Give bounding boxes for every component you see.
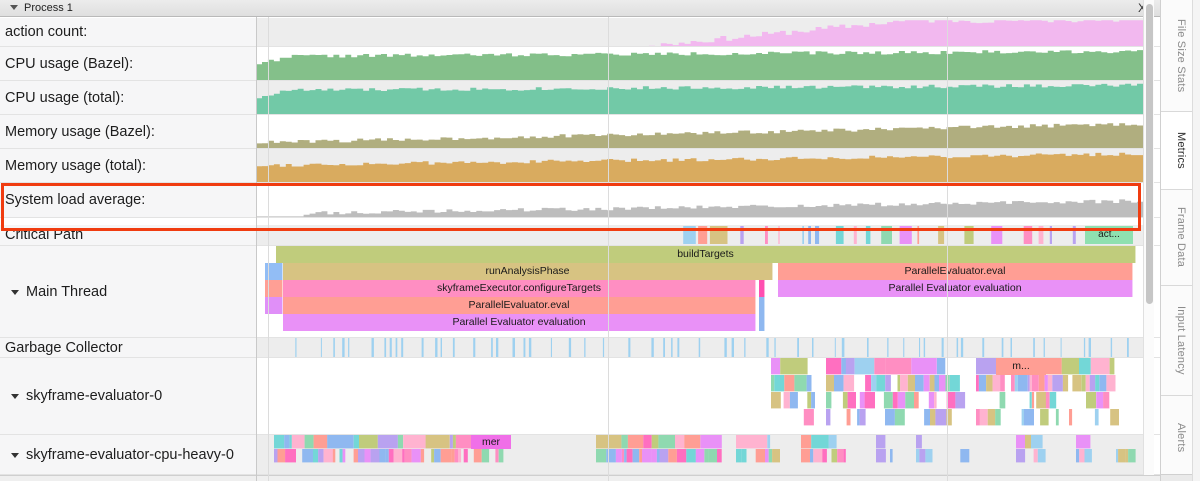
track-row-skyframe-evaluator-cpu-heavy-0[interactable]: skyframe-evaluator-cpu-heavy-0 mer — [0, 435, 1160, 475]
flame-block[interactable]: ParallelEvaluator.eval — [283, 297, 756, 314]
track-label-text: Critical Path — [5, 227, 84, 243]
track-row-mem-total[interactable]: Memory usage (total): — [0, 149, 1160, 183]
track-row-cpu-bazel[interactable]: CPU usage (Bazel): — [0, 47, 1160, 81]
track-label-text: skyframe-evaluator-cpu-heavy-0 — [26, 446, 234, 463]
track-label-text: Memory usage (total): — [5, 157, 147, 174]
flame-block[interactable] — [265, 263, 283, 280]
flame-block[interactable]: ParallelEvaluator.eval — [778, 263, 1133, 280]
track-canvas-system-load[interactable] — [256, 183, 1160, 218]
track-row-critical-path[interactable]: Critical Path act... — [0, 225, 1160, 246]
track-label-mem-total[interactable]: Memory usage (total): — [0, 149, 256, 183]
rail-tab-label: File Size Stats — [1175, 18, 1187, 93]
flame-block[interactable] — [759, 314, 765, 331]
track-canvas-cpu-total[interactable] — [256, 81, 1160, 115]
flame-block[interactable] — [265, 280, 283, 297]
track-label-critical-path[interactable]: Critical Path — [0, 225, 256, 246]
close-icon[interactable]: X — [1137, 1, 1146, 15]
track-row-cpu-total[interactable]: CPU usage (total): — [0, 81, 1160, 115]
track-row-main-thread[interactable]: Main Thread buildTargets runAnalysisPhase P… — [0, 246, 1160, 338]
rail-tab-label: Input Latency — [1175, 306, 1187, 375]
track-label-main-thread[interactable]: Main Thread — [0, 246, 256, 338]
flame-block[interactable] — [265, 297, 283, 314]
caret-down-icon[interactable] — [11, 394, 19, 399]
process-header[interactable]: Process 1 X — [0, 0, 1160, 17]
flame-block-label[interactable]: mer — [471, 435, 511, 449]
track-label-skyframe-evaluator-cpu-heavy-0[interactable]: skyframe-evaluator-cpu-heavy-0 — [0, 435, 256, 475]
track-row-garbage-collector[interactable]: Garbage Collector — [0, 338, 1160, 358]
track-label-text: Garbage Collector — [5, 339, 123, 356]
flame-block[interactable] — [759, 280, 765, 297]
timeline-bottom-bar — [0, 475, 1160, 481]
track-label-text: Main Thread — [26, 283, 108, 300]
rail-tab-label: Metrics — [1175, 132, 1187, 169]
flame-block[interactable]: Parallel Evaluator evaluation — [283, 314, 756, 331]
caret-down-icon[interactable] — [10, 5, 18, 10]
flame-block[interactable]: Parallel Evaluator evaluation — [778, 280, 1133, 297]
track-label-mem-bazel[interactable]: Memory usage (Bazel): — [0, 115, 256, 149]
track-canvas-mem-total[interactable] — [256, 149, 1160, 183]
track-label-text: CPU usage (Bazel): — [5, 55, 134, 72]
track-label-text: Memory usage (Bazel): — [5, 123, 155, 140]
caret-down-icon[interactable] — [11, 452, 19, 458]
caret-down-icon[interactable] — [11, 289, 19, 295]
timeline-vertical-scrollbar[interactable] — [1143, 0, 1154, 481]
track-canvas-mem-bazel[interactable] — [256, 115, 1160, 149]
track-canvas-main-thread[interactable]: buildTargets runAnalysisPhase ParallelEval… — [256, 246, 1160, 338]
rail-tab-label: Frame Data — [1175, 207, 1187, 268]
critical-path-slice-label[interactable]: act... — [1098, 229, 1120, 240]
track-label-cpu-total[interactable]: CPU usage (total): — [0, 81, 256, 115]
flame-block-label[interactable]: m... — [996, 358, 1046, 375]
scrollbar-thumb[interactable] — [1146, 4, 1153, 304]
flame-block[interactable] — [759, 297, 765, 314]
track-row-action-count[interactable]: action count: — [0, 18, 1160, 47]
track-canvas-action-count[interactable] — [256, 18, 1160, 47]
rail-edge — [1192, 0, 1200, 481]
track-label-skyframe-evaluator-0[interactable]: skyframe-evaluator-0 — [0, 358, 256, 435]
timeline-panel: Process 1 X action count: CPU usage (Baze… — [0, 0, 1160, 481]
track-canvas-cpu-bazel[interactable] — [256, 47, 1160, 81]
track-canvas-garbage-collector[interactable] — [256, 338, 1160, 358]
track-label-cpu-bazel[interactable]: CPU usage (Bazel): — [0, 47, 256, 81]
track-canvas-skyframe-evaluator-cpu-heavy-0[interactable]: mer — [256, 435, 1160, 475]
track-row-skyframe-evaluator-0[interactable]: skyframe-evaluator-0 m... — [0, 358, 1160, 435]
rail-tab-label: Alerts — [1175, 423, 1187, 453]
track-canvas-critical-path[interactable]: act... — [256, 225, 1160, 246]
flame-block[interactable]: buildTargets — [276, 246, 1136, 263]
flame-block[interactable]: skyframeExecutor.configureTargets — [283, 280, 756, 297]
track-label-text: skyframe-evaluator-0 — [26, 388, 163, 404]
track-label-system-load[interactable]: System load average: — [0, 183, 256, 218]
process-title: Process 1 — [24, 2, 73, 14]
track-label-action-count[interactable]: action count: — [0, 18, 256, 47]
track-row-mem-bazel[interactable]: Memory usage (Bazel): — [0, 115, 1160, 149]
track-canvas-skyframe-evaluator-0[interactable]: m... — [256, 358, 1160, 435]
track-row-system-load[interactable]: System load average: — [0, 183, 1160, 218]
track-label-text: action count: — [5, 24, 88, 40]
track-label-text: CPU usage (total): — [5, 89, 125, 106]
rail-bottom-bar — [1161, 474, 1200, 481]
track-label-text: System load average: — [5, 192, 146, 208]
flame-block[interactable]: runAnalysisPhase — [283, 263, 773, 280]
track-label-garbage-collector[interactable]: Garbage Collector — [0, 338, 256, 358]
